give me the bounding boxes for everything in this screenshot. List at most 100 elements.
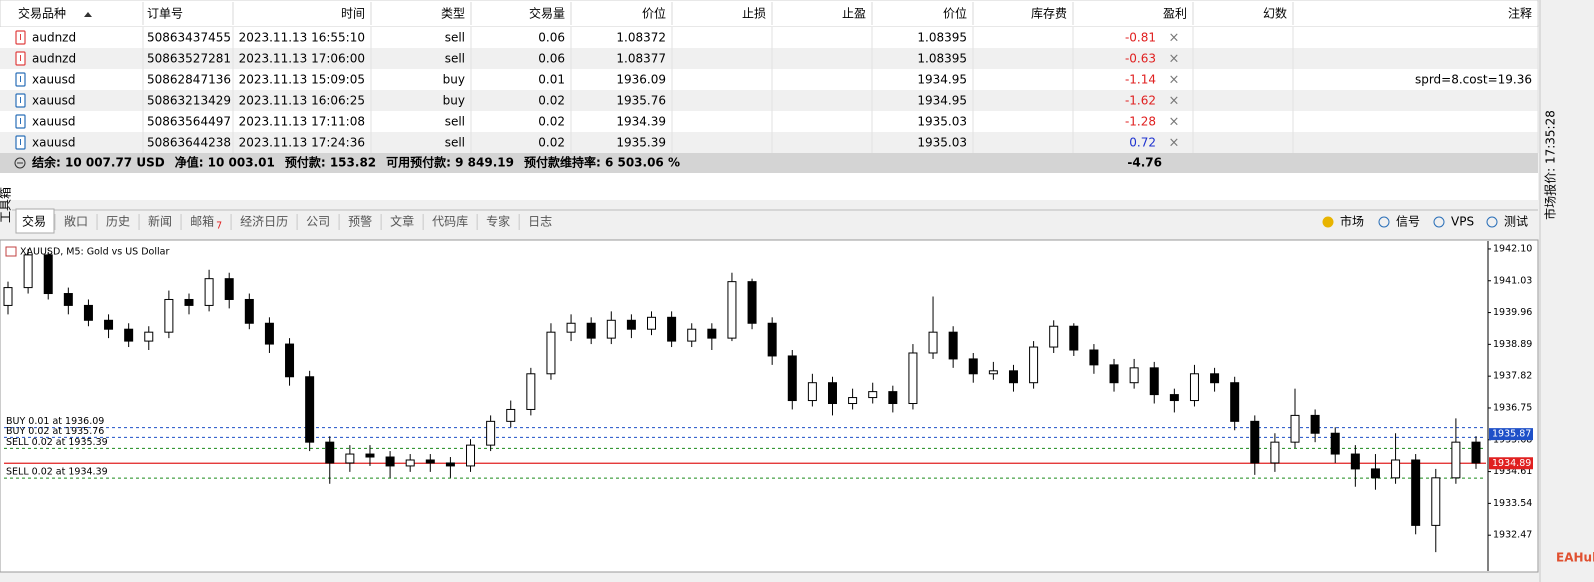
tab-icon bbox=[1433, 216, 1445, 228]
y-tick-label: 1937.82 bbox=[1493, 371, 1532, 382]
tab[interactable]: 日志 bbox=[528, 215, 552, 229]
header-bg bbox=[0, 0, 1539, 28]
close-button[interactable]: × bbox=[1169, 136, 1180, 151]
cell-open-price: 1935.39 bbox=[616, 136, 666, 150]
summary-total: -4.76 bbox=[1127, 156, 1162, 170]
candle-body bbox=[425, 459, 435, 464]
candle-body bbox=[405, 459, 415, 467]
candle-body bbox=[1471, 441, 1481, 464]
collapse-icon[interactable] bbox=[14, 157, 26, 169]
tab[interactable]: 文章 bbox=[390, 214, 414, 229]
candle-body bbox=[124, 328, 134, 342]
candle-body bbox=[526, 373, 536, 410]
cell-symbol: audnzd bbox=[32, 31, 76, 45]
header-label[interactable]: 盈利 bbox=[1163, 7, 1187, 21]
header-label[interactable]: 止损 bbox=[742, 7, 766, 21]
tab[interactable]: 邮箱 bbox=[190, 214, 214, 229]
candle-body bbox=[43, 254, 53, 295]
cell-time: 2023.11.13 15:09:05 bbox=[239, 73, 365, 87]
chart-frame bbox=[0, 239, 1539, 573]
tab[interactable]: 交易 bbox=[22, 214, 46, 229]
right-tab[interactable]: 信号 bbox=[1396, 215, 1420, 229]
candle-body bbox=[908, 352, 918, 405]
tab[interactable]: 敞口 bbox=[64, 214, 88, 229]
toolbox-label[interactable]: 工具箱 bbox=[0, 187, 13, 223]
candle-body bbox=[807, 382, 817, 402]
cell-order: 50863213429 bbox=[147, 94, 231, 108]
y-tick-label: 1932.47 bbox=[1493, 530, 1532, 541]
header-label[interactable]: 注释 bbox=[1508, 6, 1532, 21]
row-bg[interactable] bbox=[0, 90, 1538, 111]
header-label[interactable]: 交易量 bbox=[529, 6, 565, 21]
close-button[interactable]: × bbox=[1169, 115, 1180, 130]
order-label: BUY 0.02 at 1935.76 bbox=[6, 426, 104, 437]
right-tab[interactable]: 测试 bbox=[1504, 214, 1528, 229]
y-tick-label: 1942.10 bbox=[1493, 243, 1532, 254]
header-label[interactable]: 类型 bbox=[441, 7, 465, 21]
candle-body bbox=[285, 343, 295, 378]
cell-symbol: xauusd bbox=[32, 94, 76, 108]
candle-body bbox=[848, 397, 858, 405]
side-panel-label[interactable]: 市场报价: 17:35:28 bbox=[1543, 110, 1558, 220]
cell-type: sell bbox=[445, 115, 465, 129]
candle-body bbox=[63, 293, 73, 306]
header-label[interactable]: 交易品种 bbox=[18, 6, 66, 21]
row-bg[interactable] bbox=[0, 48, 1538, 69]
candle-body bbox=[264, 322, 274, 345]
cell-profit: -0.63 bbox=[1125, 52, 1156, 66]
close-button[interactable]: × bbox=[1169, 52, 1180, 67]
header-label[interactable]: 价位 bbox=[943, 6, 967, 21]
close-button[interactable]: × bbox=[1169, 94, 1180, 109]
candle-body bbox=[626, 319, 636, 330]
candle-body bbox=[1149, 367, 1159, 396]
candle-body bbox=[104, 319, 114, 330]
close-button[interactable]: × bbox=[1169, 73, 1180, 88]
order-label: BUY 0.01 at 1936.09 bbox=[6, 416, 104, 427]
right-tab[interactable]: VPS bbox=[1451, 215, 1474, 229]
row-bg[interactable] bbox=[0, 69, 1538, 90]
candle-body bbox=[566, 322, 576, 333]
candle-body bbox=[486, 420, 496, 446]
header-label[interactable]: 止盈 bbox=[842, 7, 866, 21]
cell-symbol: xauusd bbox=[32, 115, 76, 129]
tab[interactable]: 代码库 bbox=[432, 214, 468, 229]
cell-open-price: 1935.76 bbox=[616, 94, 666, 108]
row-bg[interactable] bbox=[0, 27, 1538, 48]
tab[interactable]: 新闻 bbox=[148, 214, 172, 229]
cell-type: sell bbox=[445, 52, 465, 66]
header-label[interactable]: 时间 bbox=[341, 7, 365, 21]
cell-profit: -1.14 bbox=[1125, 73, 1156, 87]
cell-current-price: 1934.95 bbox=[917, 94, 967, 108]
candle-body bbox=[827, 382, 837, 405]
watermark: EAHub bbox=[1556, 551, 1594, 565]
cell-time: 2023.11.13 17:11:08 bbox=[239, 115, 365, 129]
tab-active[interactable] bbox=[15, 208, 55, 234]
row-bg[interactable] bbox=[0, 111, 1538, 132]
tab[interactable]: 历史 bbox=[106, 215, 130, 229]
candle-body bbox=[1310, 414, 1320, 434]
y-tick-label: 1933.54 bbox=[1493, 498, 1532, 509]
summary-item: 预付款维持率: 6 503.06 % bbox=[524, 155, 680, 170]
tab[interactable]: 经济日历 bbox=[240, 214, 288, 229]
cell-symbol: xauusd bbox=[32, 136, 76, 150]
cell-volume: 0.06 bbox=[538, 31, 565, 45]
tab[interactable]: 预警 bbox=[348, 214, 372, 229]
close-button[interactable]: × bbox=[1169, 31, 1180, 46]
right-tab[interactable]: 市场 bbox=[1340, 214, 1364, 229]
cell-order: 50863437455 bbox=[147, 31, 231, 45]
header-label[interactable]: 订单号 bbox=[147, 7, 183, 21]
candle-body bbox=[164, 298, 174, 333]
header-label[interactable]: 幻数 bbox=[1263, 6, 1287, 21]
order-label: SELL 0.02 at 1934.39 bbox=[6, 467, 108, 478]
cell-current-price: 1.08395 bbox=[917, 31, 967, 45]
tab[interactable]: 专家 bbox=[486, 214, 510, 229]
row-bg[interactable] bbox=[0, 132, 1538, 153]
candle-body bbox=[1230, 382, 1240, 422]
header-label[interactable]: 价位 bbox=[642, 6, 666, 21]
header-label[interactable]: 库存费 bbox=[1031, 6, 1067, 21]
tab[interactable]: 公司 bbox=[306, 215, 330, 229]
candle-body bbox=[1370, 468, 1380, 479]
summary-item: 结余: 10 007.77 USD bbox=[32, 155, 165, 170]
candle-body bbox=[184, 298, 194, 306]
